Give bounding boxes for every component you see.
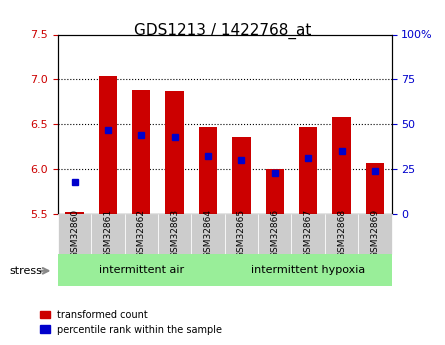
FancyBboxPatch shape [291, 214, 325, 254]
Bar [199, 127, 217, 214]
Text: intermittent hypoxia: intermittent hypoxia [251, 265, 365, 275]
FancyBboxPatch shape [58, 214, 91, 254]
FancyBboxPatch shape [258, 214, 291, 254]
Text: GSM32864: GSM32864 [203, 209, 213, 258]
Text: GSM32869: GSM32869 [370, 209, 380, 258]
Text: GSM32862: GSM32862 [137, 209, 146, 258]
FancyBboxPatch shape [191, 214, 225, 254]
FancyBboxPatch shape [358, 214, 392, 254]
Text: GSM32863: GSM32863 [170, 209, 179, 258]
FancyBboxPatch shape [91, 214, 125, 254]
FancyBboxPatch shape [325, 214, 358, 254]
Bar [266, 169, 284, 214]
Bar [332, 117, 351, 214]
Text: GSM32868: GSM32868 [337, 209, 346, 258]
Bar [65, 212, 84, 214]
Bar [99, 76, 117, 214]
Text: GSM32860: GSM32860 [70, 209, 79, 258]
FancyBboxPatch shape [125, 214, 158, 254]
Legend: transformed count, percentile rank within the sample: transformed count, percentile rank withi… [36, 306, 227, 338]
FancyBboxPatch shape [158, 214, 191, 254]
Text: stress: stress [10, 266, 43, 276]
Bar [232, 137, 251, 214]
Bar [299, 127, 317, 214]
Text: intermittent air: intermittent air [99, 265, 184, 275]
Bar [166, 91, 184, 214]
FancyBboxPatch shape [225, 254, 392, 286]
FancyBboxPatch shape [225, 214, 258, 254]
Text: GDS1213 / 1422768_at: GDS1213 / 1422768_at [134, 22, 311, 39]
Text: GSM32865: GSM32865 [237, 209, 246, 258]
FancyBboxPatch shape [58, 254, 225, 286]
Text: GSM32866: GSM32866 [270, 209, 279, 258]
Text: GSM32867: GSM32867 [303, 209, 313, 258]
Text: GSM32861: GSM32861 [103, 209, 113, 258]
Bar [132, 90, 150, 214]
Bar [366, 163, 384, 214]
